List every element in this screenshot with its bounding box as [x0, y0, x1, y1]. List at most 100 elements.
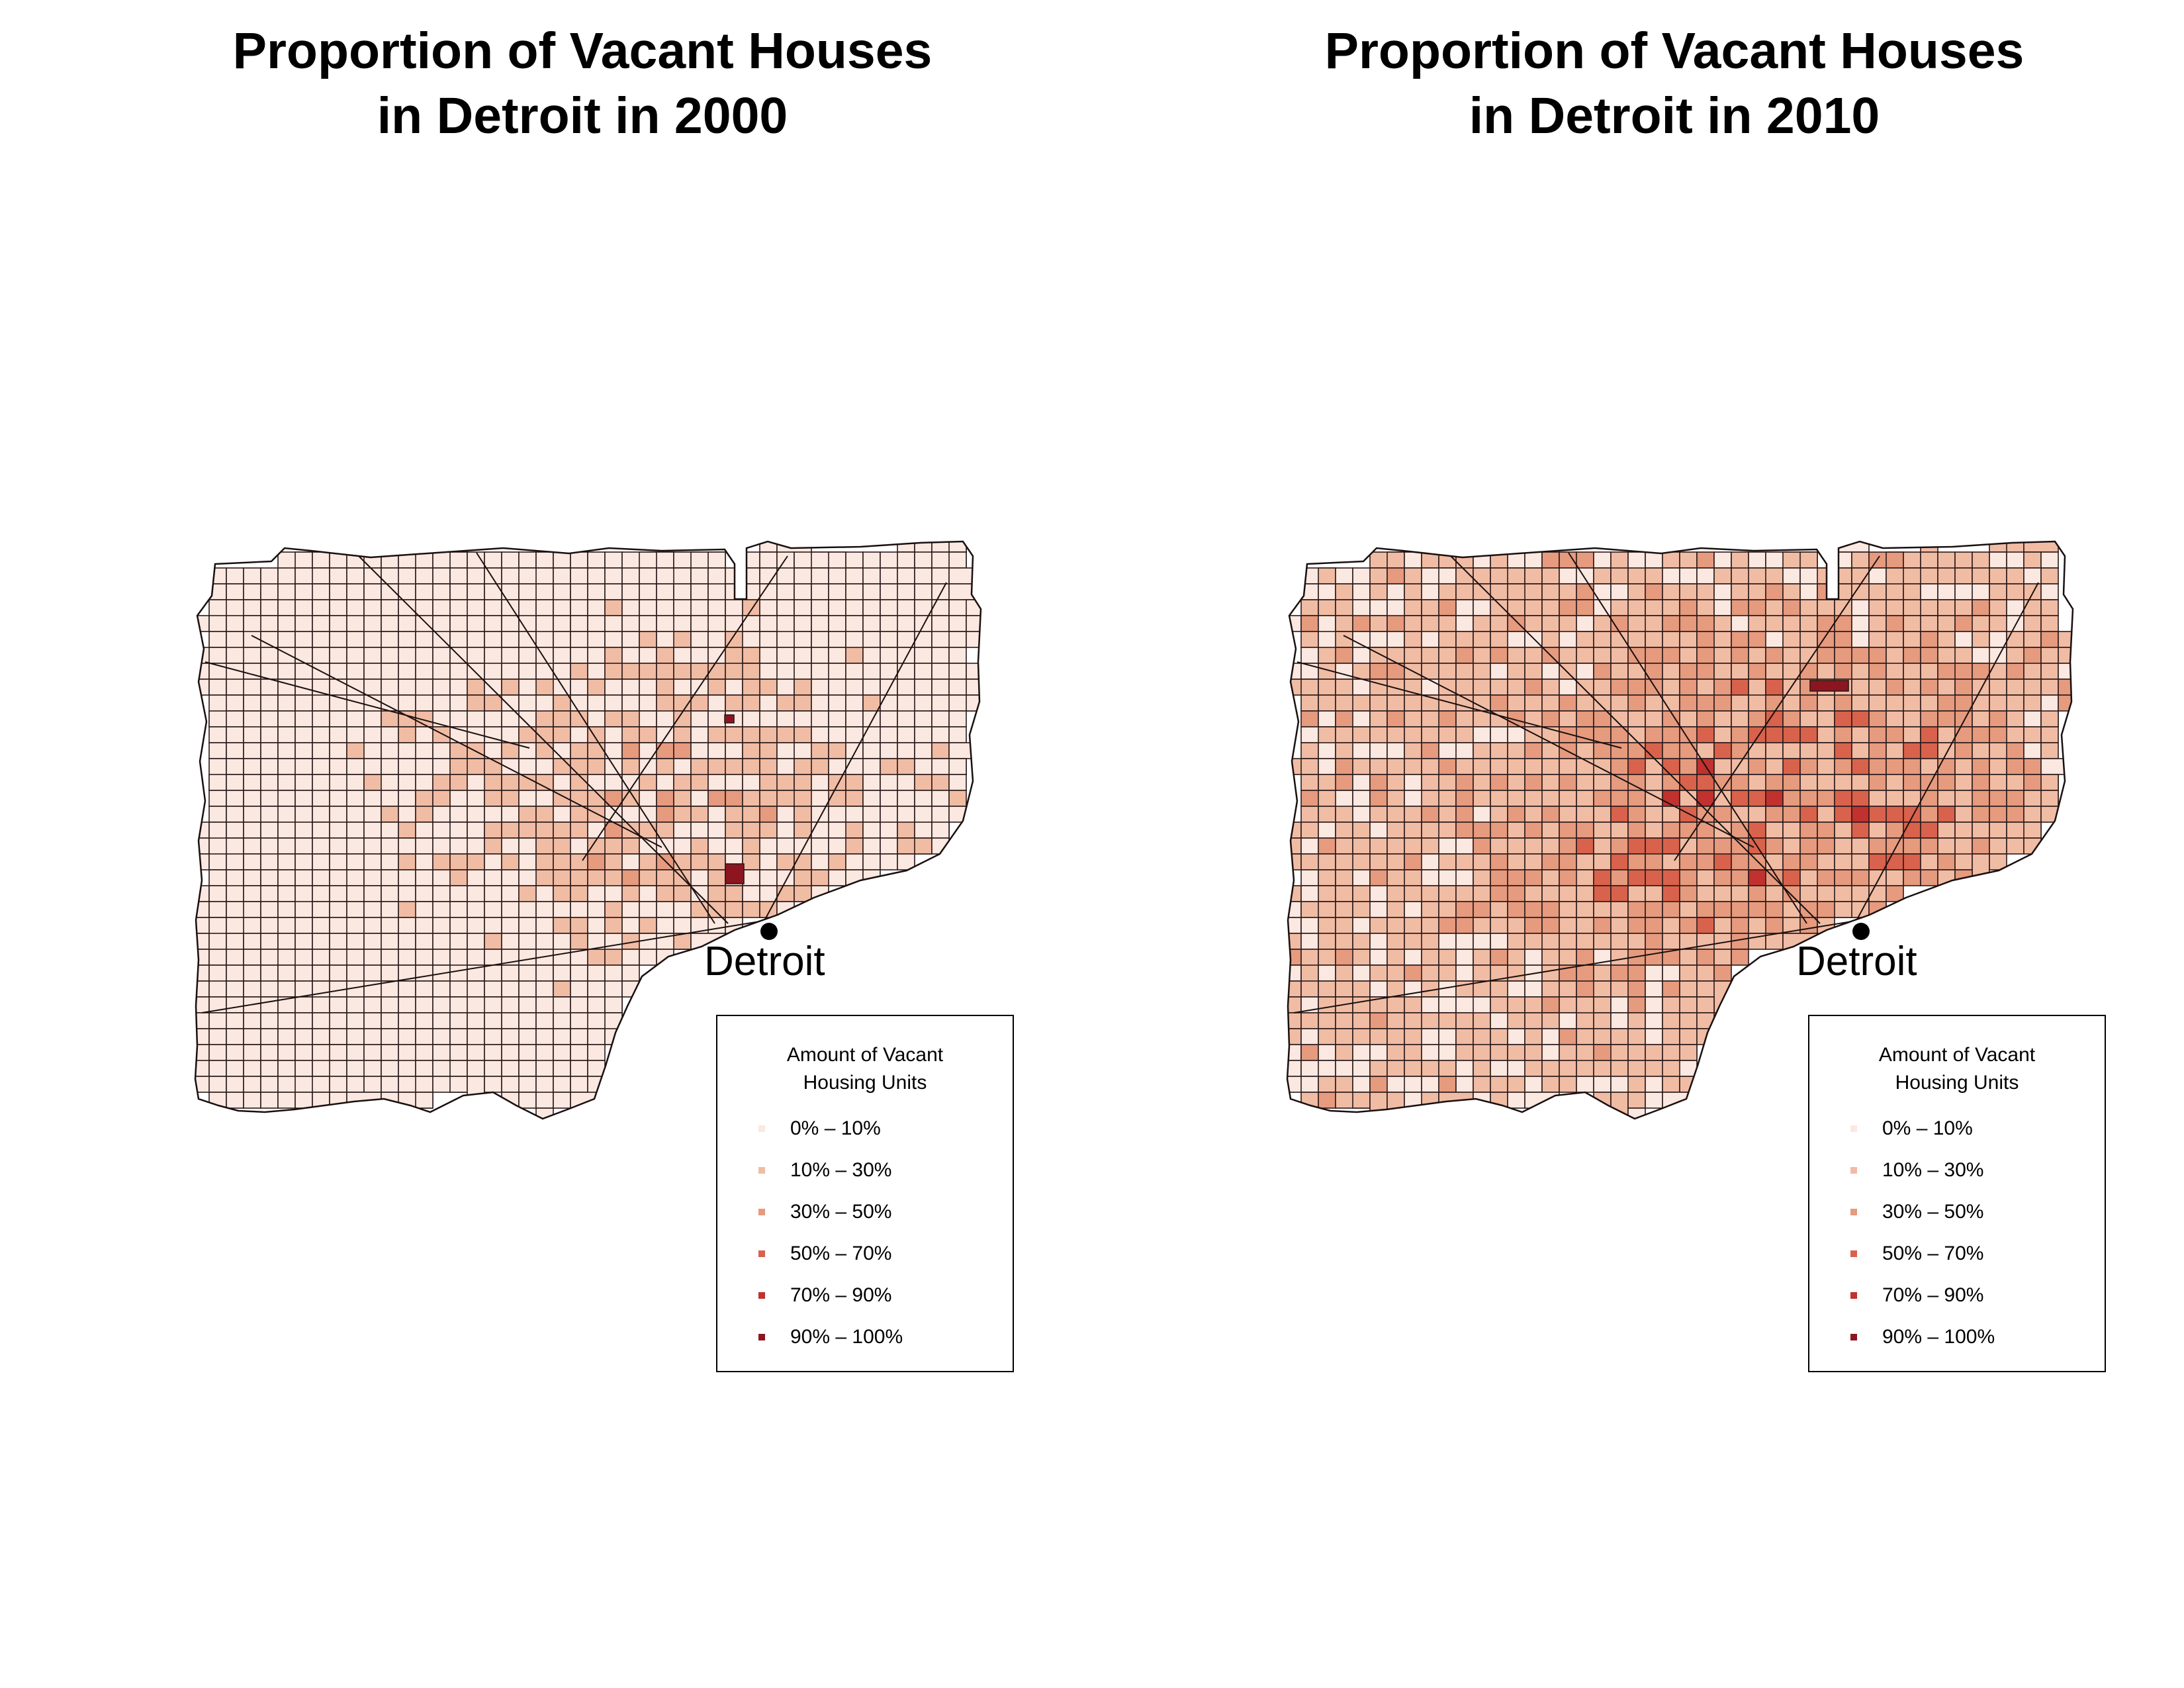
census-tract — [1627, 599, 1646, 616]
census-tract — [1713, 901, 1732, 918]
census-tract — [1507, 631, 1525, 648]
census-tract — [794, 837, 812, 855]
census-tract — [862, 742, 881, 759]
census-tract — [518, 980, 537, 998]
census-tract — [260, 996, 279, 1013]
census-tract — [1782, 869, 1801, 886]
census-tract — [381, 758, 399, 775]
census-tract — [226, 853, 244, 870]
census-tract — [776, 837, 795, 855]
census-tract — [742, 742, 760, 759]
census-tract — [518, 933, 537, 950]
census-tract — [1645, 1076, 1663, 1093]
city-label: Detroit — [1796, 939, 1917, 984]
census-tract — [398, 917, 416, 934]
census-tract — [570, 996, 588, 1013]
census-tract — [880, 790, 898, 807]
census-tract — [312, 853, 330, 870]
census-tract — [1300, 1076, 1319, 1093]
census-tract — [897, 821, 915, 839]
census-tract — [1645, 901, 1663, 918]
census-tract — [295, 980, 313, 998]
census-tract — [2023, 821, 2042, 839]
census-tract — [1541, 933, 1560, 950]
census-tract — [535, 599, 554, 616]
census-tract — [1765, 790, 1784, 807]
census-tract — [725, 774, 743, 791]
census-tract — [1455, 885, 1474, 902]
legend-swatch — [1850, 1125, 1857, 1132]
census-tract — [1524, 1044, 1543, 1061]
census-tract — [2006, 615, 2025, 632]
legend-item: 90% – 100% — [1850, 1324, 1995, 1350]
census-tract — [467, 837, 485, 855]
census-tract — [811, 774, 829, 791]
census-tract — [381, 599, 399, 616]
census-tract — [1679, 949, 1698, 966]
map-title-line-1: Proportion of Vacant Houses — [232, 23, 933, 79]
census-tract — [1627, 964, 1646, 982]
census-tract — [484, 806, 502, 823]
census-tract — [381, 631, 399, 648]
census-tract — [794, 726, 812, 743]
census-tract — [1937, 806, 1956, 823]
census-tract — [226, 694, 244, 712]
census-tract — [1645, 1092, 1663, 1109]
census-tract — [1559, 758, 1577, 775]
census-tract — [535, 742, 554, 759]
census-tract — [501, 1060, 520, 1077]
census-tract — [914, 742, 933, 759]
census-tract — [1287, 1028, 1302, 1045]
census-tract — [1507, 1028, 1525, 1045]
census-tract — [1972, 806, 1990, 823]
census-tract — [1318, 980, 1336, 998]
census-tract — [1868, 599, 1887, 616]
census-tract — [432, 774, 451, 791]
census-tract — [398, 663, 416, 680]
census-tract — [1903, 869, 1921, 886]
census-tract — [226, 1028, 244, 1045]
census-tract — [1610, 663, 1629, 680]
census-tract — [2040, 758, 2073, 775]
census-tract — [1524, 774, 1543, 791]
census-tract — [1576, 949, 1594, 966]
census-tract — [1541, 1060, 1560, 1077]
census-tract — [501, 694, 520, 712]
census-tract — [621, 631, 640, 648]
census-tract — [449, 679, 468, 696]
census-tract — [1834, 774, 1852, 791]
census-tract — [1576, 710, 1594, 727]
legend-title: Amount of Vacant Housing Units — [717, 1041, 1013, 1097]
census-tract — [312, 806, 330, 823]
census-tract — [1765, 615, 1784, 632]
census-tract — [1954, 821, 1973, 839]
census-tract — [1421, 742, 1439, 759]
census-tract — [570, 1044, 588, 1061]
census-tract — [243, 1076, 261, 1093]
census-tract — [226, 1092, 244, 1109]
census-tract — [931, 790, 950, 807]
census-tract — [346, 821, 365, 839]
census-tract — [381, 551, 399, 569]
census-tract — [725, 901, 743, 918]
census-tract — [862, 583, 881, 600]
census-tract — [398, 1060, 416, 1077]
census-tract — [690, 567, 709, 585]
census-tract — [363, 758, 382, 775]
census-tract — [1352, 821, 1371, 839]
census-tract — [1387, 774, 1405, 791]
legend-label: 70% – 90% — [1882, 1284, 1984, 1306]
census-tract — [243, 869, 261, 886]
census-tract — [570, 647, 588, 664]
census-tract — [1748, 885, 1766, 902]
census-tract — [1799, 758, 1818, 775]
census-tract — [570, 742, 588, 759]
census-tract — [346, 647, 365, 664]
census-tract — [501, 885, 520, 902]
census-tract — [1989, 583, 2007, 600]
census-tract — [1920, 790, 1938, 807]
census-tract — [1645, 758, 1663, 775]
census-tract — [1335, 758, 1353, 775]
census-tract — [1387, 551, 1405, 569]
census-tract — [260, 742, 279, 759]
